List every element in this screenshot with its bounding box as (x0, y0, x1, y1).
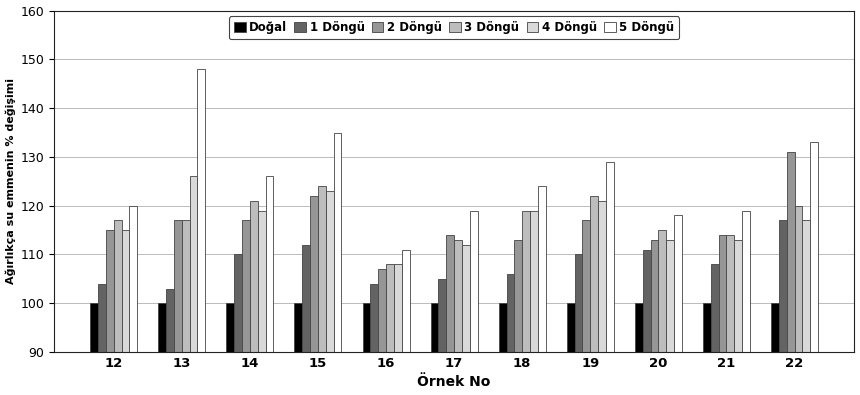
Bar (719, 235, 727, 395)
Bar (802, 220, 810, 395)
Bar (189, 177, 198, 395)
Bar (431, 303, 439, 395)
Bar (582, 220, 590, 395)
Bar (439, 279, 446, 395)
Bar (242, 220, 250, 395)
Bar (90, 303, 98, 395)
Bar (538, 186, 546, 395)
Bar (522, 211, 530, 395)
Bar (303, 245, 310, 395)
Bar (386, 264, 394, 395)
Bar (470, 211, 477, 395)
Bar (402, 250, 409, 395)
Bar (659, 230, 666, 395)
Bar (198, 69, 206, 395)
Bar (363, 303, 371, 395)
Bar (294, 303, 303, 395)
Bar (574, 254, 582, 395)
Bar (771, 303, 779, 395)
Bar (310, 196, 318, 395)
Bar (727, 235, 734, 395)
Bar (454, 240, 462, 395)
Bar (166, 289, 174, 395)
Bar (635, 303, 642, 395)
Bar (599, 201, 606, 395)
Bar (567, 303, 574, 395)
Bar (795, 206, 802, 395)
Bar (174, 220, 181, 395)
Bar (590, 196, 599, 395)
Legend: Doğal, 1 Döngü, 2 Döngü, 3 Döngü, 4 Döngü, 5 Döngü: Doğal, 1 Döngü, 2 Döngü, 3 Döngü, 4 Döng… (229, 17, 679, 39)
Bar (394, 264, 402, 395)
Bar (711, 264, 719, 395)
Bar (234, 254, 242, 395)
Bar (779, 220, 787, 395)
Bar (114, 220, 121, 395)
Bar (318, 186, 326, 395)
Bar (226, 303, 234, 395)
Bar (106, 230, 114, 395)
Bar (666, 240, 674, 395)
Bar (642, 250, 650, 395)
Bar (530, 211, 538, 395)
Bar (734, 240, 742, 395)
Bar (703, 303, 711, 395)
Bar (446, 235, 454, 395)
Bar (129, 206, 138, 395)
Bar (462, 245, 470, 395)
Bar (266, 177, 273, 395)
Bar (787, 152, 795, 395)
Bar (378, 269, 386, 395)
Bar (98, 284, 106, 395)
Bar (742, 211, 750, 395)
Bar (499, 303, 507, 395)
Bar (810, 142, 818, 395)
Bar (507, 274, 514, 395)
Bar (258, 211, 266, 395)
Bar (250, 201, 258, 395)
Bar (326, 191, 334, 395)
Bar (158, 303, 166, 395)
Bar (674, 215, 682, 395)
Bar (334, 132, 341, 395)
Y-axis label: Ağırlıkça su emmenin % değişimi: Ağırlıkça su emmenin % değişimi (5, 78, 16, 284)
Bar (121, 230, 129, 395)
Bar (181, 220, 189, 395)
Bar (650, 240, 659, 395)
X-axis label: Örnek No: Örnek No (417, 375, 491, 389)
Bar (371, 284, 378, 395)
Bar (606, 162, 614, 395)
Bar (514, 240, 522, 395)
